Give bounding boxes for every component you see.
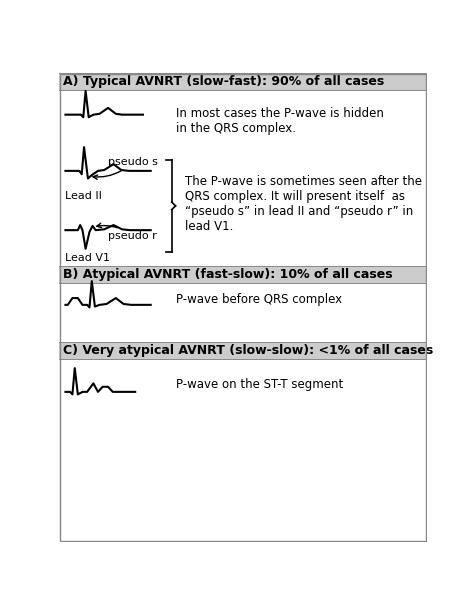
Text: P-wave on the ST-T segment: P-wave on the ST-T segment — [175, 378, 343, 390]
Text: pseudo r: pseudo r — [97, 224, 157, 241]
Bar — [59, 73, 427, 90]
Text: pseudo s: pseudo s — [93, 157, 158, 180]
Bar — [59, 266, 427, 283]
Text: In most cases the P-wave is hidden
in the QRS complex.: In most cases the P-wave is hidden in th… — [175, 107, 383, 135]
Text: The P-wave is sometimes seen after the
QRS complex. It will present itself  as
“: The P-wave is sometimes seen after the Q… — [185, 175, 422, 233]
Text: C) Very atypical AVNRT (slow-slow): <1% of all cases: C) Very atypical AVNRT (slow-slow): <1% … — [63, 343, 433, 357]
Text: Lead V1: Lead V1 — [65, 253, 110, 263]
Text: P-wave before QRS complex: P-wave before QRS complex — [175, 293, 342, 306]
Text: B) Atypical AVNRT (fast-slow): 10% of all cases: B) Atypical AVNRT (fast-slow): 10% of al… — [63, 269, 393, 281]
Text: Lead II: Lead II — [65, 191, 102, 201]
Bar — [59, 342, 427, 359]
Text: A) Typical AVNRT (slow-fast): 90% of all cases: A) Typical AVNRT (slow-fast): 90% of all… — [63, 75, 384, 88]
